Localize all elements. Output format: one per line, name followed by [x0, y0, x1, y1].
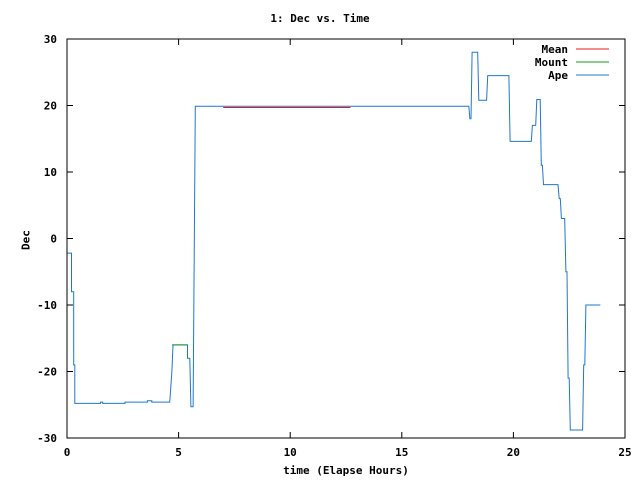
y-tick-label: 20 — [44, 100, 57, 113]
plot-frame — [66, 38, 626, 439]
plot-lines — [67, 51, 601, 431]
chart-title: 1: Dec vs. Time — [270, 12, 370, 25]
legend-label-ape: Ape — [548, 69, 568, 82]
axis-ticks: 0 5 10 15 20 25 -30 -20 -10 0 10 20 30 — [37, 33, 632, 459]
x-tick-label: 15 — [395, 446, 408, 459]
y-tick-label: -20 — [37, 366, 57, 379]
legend-label-mean: Mean — [542, 43, 569, 56]
y-tick-label: -10 — [37, 299, 57, 312]
x-tick-label: 25 — [618, 446, 631, 459]
x-tick-label: 10 — [284, 446, 297, 459]
x-tick-label: 0 — [64, 446, 71, 459]
y-tick-label: 10 — [44, 166, 57, 179]
x-tick-label: 5 — [175, 446, 182, 459]
x-tick-label: 20 — [507, 446, 520, 459]
y-tick-label: -30 — [37, 432, 57, 445]
y-tick-label: 30 — [44, 33, 57, 46]
legend-label-mount: Mount — [535, 56, 568, 69]
y-tick-label: 0 — [50, 233, 57, 246]
series-line-ape — [67, 51, 601, 431]
x-axis-label: time (Elapse Hours) — [283, 464, 409, 477]
